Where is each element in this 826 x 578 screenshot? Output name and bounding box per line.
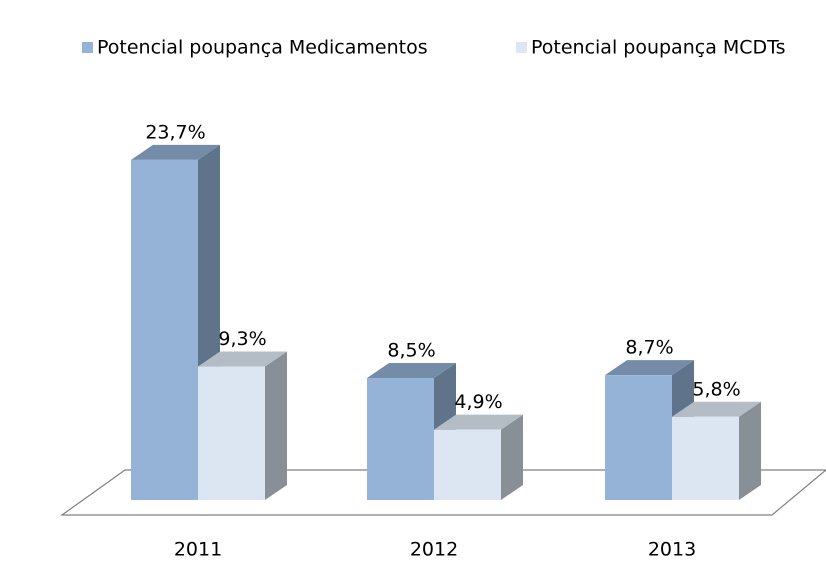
- bar: [367, 378, 434, 500]
- bar-top: [672, 401, 761, 417]
- x-tick-label: 2013: [648, 539, 696, 561]
- x-tick-label: 2012: [410, 539, 458, 561]
- bar-3d: [367, 363, 456, 500]
- value-label: 5,8%: [692, 378, 740, 400]
- bar-top: [367, 363, 456, 379]
- value-label: 8,7%: [625, 337, 673, 359]
- value-label: 4,9%: [454, 391, 502, 413]
- bar: [434, 429, 501, 500]
- bar-side: [265, 351, 287, 500]
- bar-3d: [672, 401, 761, 500]
- bar-top: [198, 351, 287, 367]
- bar-top: [434, 414, 523, 430]
- legend-swatch: [516, 42, 527, 53]
- x-tick-label: 2011: [174, 539, 222, 561]
- bar-3d: [198, 351, 287, 500]
- bar: [672, 416, 739, 500]
- bar-top: [131, 144, 220, 160]
- bar: [605, 375, 672, 500]
- legend-label: Potencial poupança Medicamentos: [97, 37, 428, 59]
- legend-swatch: [82, 42, 93, 53]
- bar-side: [739, 401, 761, 500]
- bar-3d: [434, 414, 523, 500]
- value-label: 9,3%: [218, 328, 266, 350]
- bar: [131, 159, 198, 500]
- bar-3d: [605, 360, 694, 500]
- bar-side: [501, 414, 523, 500]
- legend-label: Potencial poupança MCDTs: [531, 37, 786, 59]
- value-label: 23,7%: [145, 121, 205, 143]
- bar-top: [605, 360, 694, 376]
- value-label: 8,5%: [387, 340, 435, 362]
- bar: [198, 366, 265, 500]
